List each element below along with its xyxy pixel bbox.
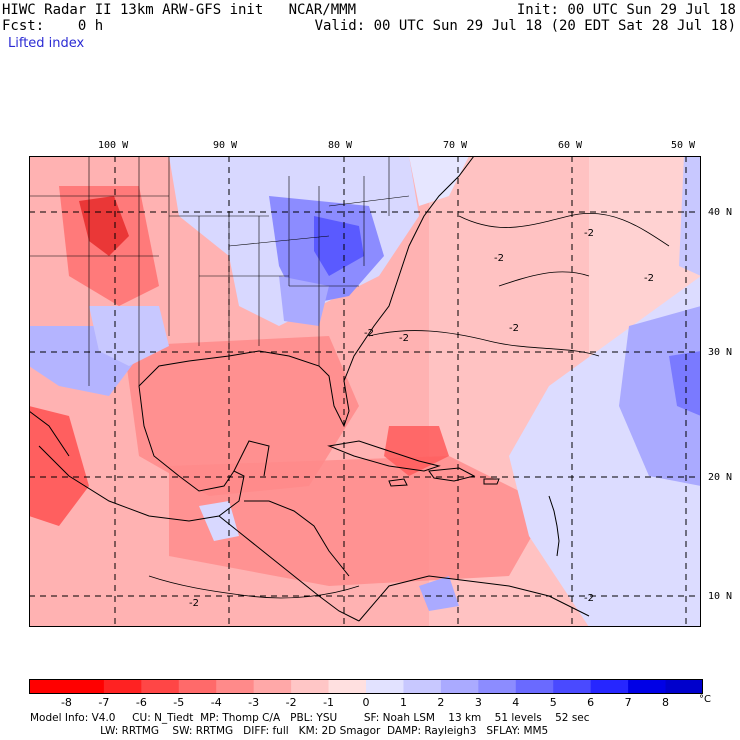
colorbar-unit: °C	[699, 694, 711, 705]
central-america-north-coast	[244, 500, 350, 577]
colorbar-bin	[141, 679, 180, 694]
colorbar-bin	[478, 679, 517, 694]
jamaica	[388, 478, 408, 487]
yucatan	[233, 440, 270, 477]
colorbar-bin	[66, 679, 105, 694]
colorbar-bin	[253, 679, 292, 694]
colorbar-tick-label: 4	[512, 696, 520, 709]
lon-label: 90 W	[213, 140, 238, 151]
strong-negative-region-hispaniola	[384, 426, 449, 476]
colorbar-bin	[515, 679, 554, 694]
header-line1-right: Init: 00 UTC Sun 29 Jul 18	[516, 2, 736, 18]
footer-line1: Model Info: V4.0 CU: N_Tiedt MP: Thomp C…	[30, 712, 590, 724]
colorbar-bin	[628, 679, 667, 694]
colorbar-bin	[590, 679, 629, 694]
lat-label: 40 N	[708, 207, 733, 218]
colorbar-bin	[29, 679, 67, 694]
stable-region-core	[314, 216, 364, 276]
gulf-coast	[138, 156, 475, 428]
contour-label: -2	[584, 593, 594, 604]
hispaniola	[428, 467, 476, 482]
state-borders	[29, 156, 410, 386]
colorbar-frame	[29, 679, 703, 694]
footer-line2: LW: RRTMG SW: RRTMG DIFF: full KM: 2D Sm…	[30, 725, 549, 737]
lon-label: 80 W	[328, 140, 353, 151]
colorbar-tick-label: -7	[98, 696, 110, 709]
baja-coast	[29, 410, 70, 457]
colorbar-bin	[216, 679, 255, 694]
colorbar-tick-label: 7	[624, 696, 632, 709]
contour-lines	[148, 212, 670, 599]
contour-label: -2	[364, 328, 374, 339]
colorbar-tick-label: 6	[587, 696, 595, 709]
colorbar-bin	[553, 679, 592, 694]
graticule	[29, 156, 701, 627]
colorbar-bin	[103, 679, 142, 694]
lesser-antilles	[548, 495, 560, 557]
cuba	[327, 440, 441, 472]
colorbar-bin	[440, 679, 479, 694]
colorbar-bin	[665, 679, 703, 694]
colorbar-bin	[366, 679, 404, 694]
lifted-index-map: -2 -2 -2 -2 -2 -2 -2 -2	[29, 156, 701, 627]
strong-negative-region-caribbean	[169, 456, 549, 586]
contour-label: -2	[494, 253, 504, 264]
colorbar-tick-label: -2	[285, 696, 297, 709]
colorbar-tick-label: 1	[399, 696, 407, 709]
stable-region-south-america	[419, 576, 459, 611]
colorbar-tick-label: 8	[662, 696, 670, 709]
contour-label: -2	[399, 333, 409, 344]
colorbar-tick-label: 2	[437, 696, 445, 709]
lat-label: 10 N	[708, 591, 733, 602]
colorbar-tick-label: -3	[248, 696, 260, 709]
contour-label: -2	[644, 273, 654, 284]
colorbar-bin	[291, 679, 330, 694]
strong-negative-region-gulf	[124, 336, 359, 496]
lon-label: 100 W	[98, 140, 129, 151]
lat-label: 20 N	[708, 472, 733, 483]
contour-label: -2	[584, 228, 594, 239]
lat-label: 30 N	[708, 347, 733, 358]
header-line2-right: Valid: 00 UTC Sun 29 Jul 18 (20 EDT Sat …	[314, 18, 736, 34]
contour-value-labels: -2 -2 -2 -2 -2 -2 -2 -2	[189, 228, 654, 609]
colorbar-tick-label: 5	[549, 696, 557, 709]
colorbar-bin	[178, 679, 217, 694]
colorbar-tick-label: -5	[173, 696, 185, 709]
map-frame	[29, 156, 701, 627]
colorbar-tick-label: -4	[210, 696, 222, 709]
central-america-coast	[218, 515, 360, 622]
colorbar-bin	[328, 679, 367, 694]
peak-negative-region	[79, 196, 129, 256]
contour-label: -2	[189, 598, 199, 609]
coastlines	[29, 156, 590, 622]
lon-label: 70 W	[443, 140, 468, 151]
stable-region-northeast	[409, 156, 469, 206]
header-line2-left: Fcst: 0 h	[2, 18, 104, 34]
stable-region-carolinas	[279, 276, 329, 326]
colorbar-tick-label: -1	[323, 696, 335, 709]
colorbar-tick-label: -6	[135, 696, 147, 709]
stable-region-texas	[89, 306, 169, 366]
lon-label: 60 W	[558, 140, 583, 151]
contour-label: -2	[509, 323, 519, 334]
colorbar-tick-label: -8	[60, 696, 72, 709]
mexico-coast	[38, 385, 245, 522]
colorbar-bin	[403, 679, 442, 694]
colorbar	[29, 679, 703, 694]
stable-region-atlantic-core	[619, 306, 701, 486]
stable-region-far-east	[679, 156, 701, 276]
field-name-label: Lifted index	[8, 36, 85, 51]
stable-region-atlantic-max	[669, 351, 701, 416]
puerto-rico	[483, 478, 500, 485]
colorbar-tick-label: 0	[362, 696, 370, 709]
header-line1-left: HIWC Radar II 13km ARW-GFS init NCAR/MMM	[2, 2, 357, 18]
lon-label: 50 W	[671, 140, 696, 151]
colorbar-tick-label: 3	[474, 696, 482, 709]
